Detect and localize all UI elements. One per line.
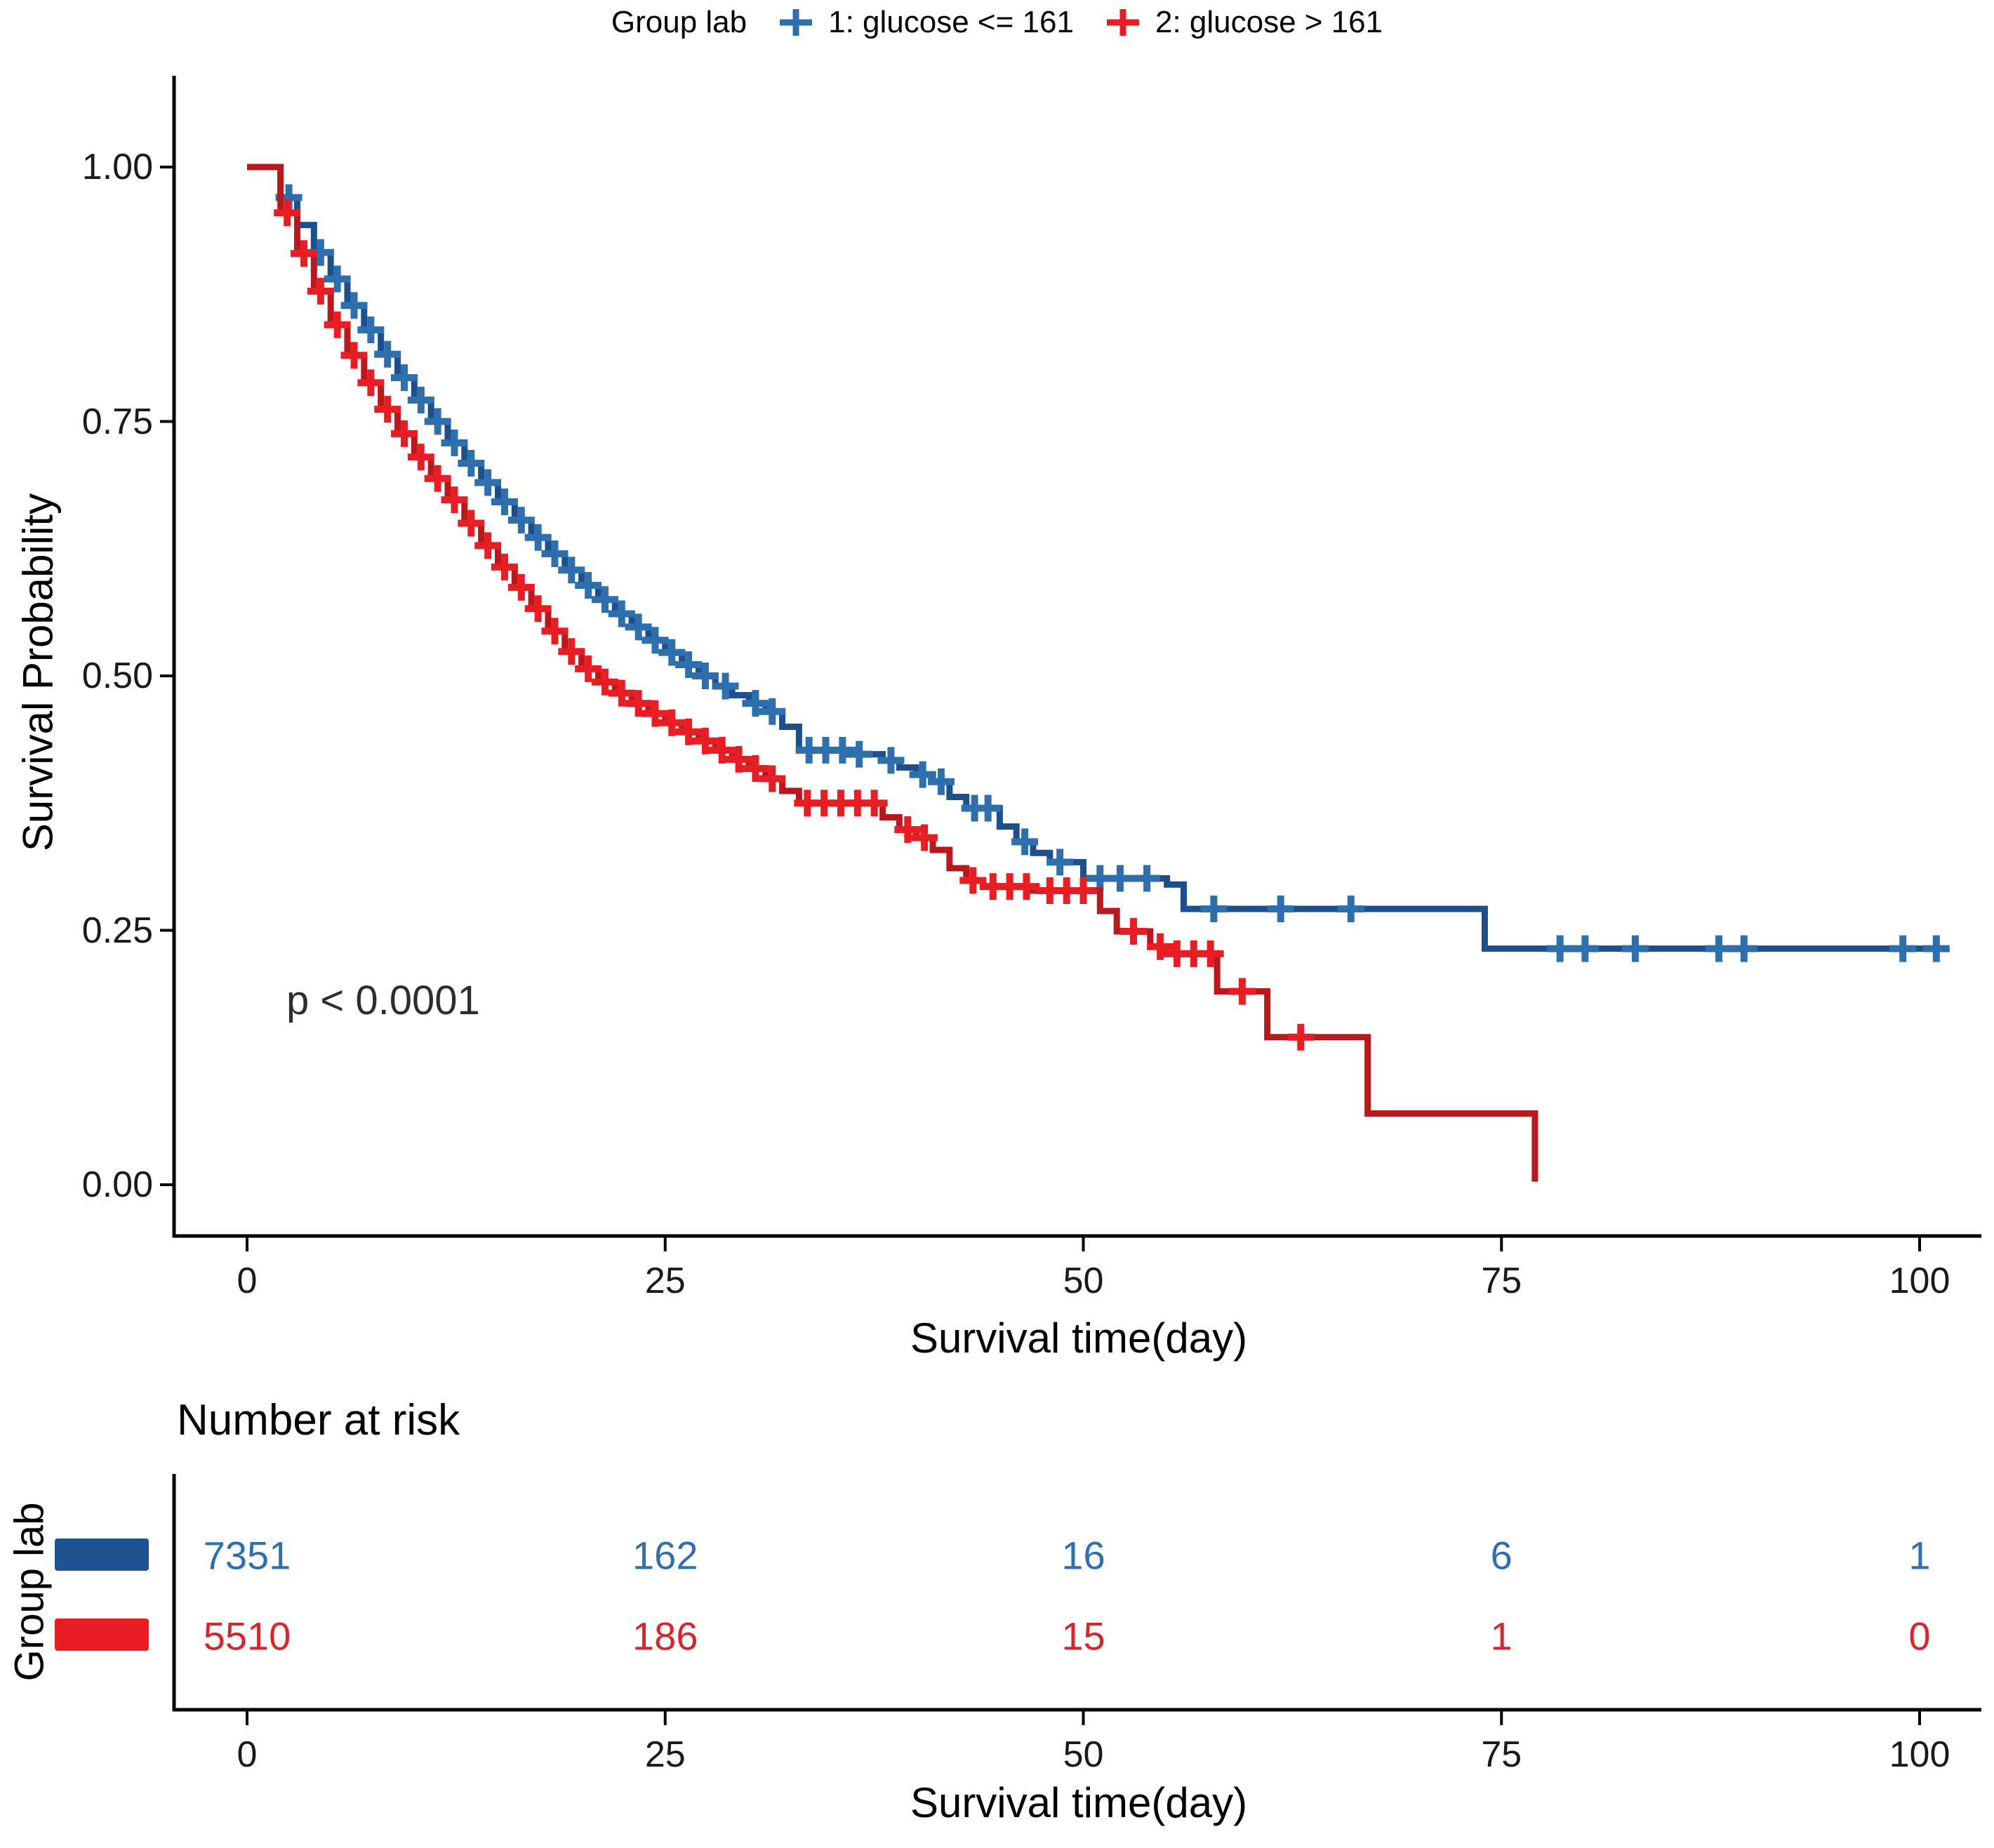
y-tick-label: 0.50: [81, 656, 153, 696]
y-tick-label: 0.25: [81, 910, 153, 951]
risk-count: 1: [1908, 1533, 1931, 1578]
legend-label-group1: 1: glucose <= 161: [828, 4, 1074, 39]
x-tick-label: 100: [1889, 1261, 1950, 1301]
risk-count: 15: [1061, 1614, 1105, 1658]
x-tick-label: 0: [237, 1261, 258, 1301]
x-tick-label: 50: [1063, 1734, 1104, 1775]
risk-count: 16: [1061, 1533, 1105, 1578]
x-tick-label: 75: [1481, 1261, 1522, 1301]
y-tick-label: 1.00: [81, 147, 153, 187]
risk-count: 5510: [203, 1614, 291, 1658]
risk-count: 6: [1490, 1533, 1513, 1578]
risk-count: 186: [632, 1614, 698, 1658]
y-axis-title: Survival Probability: [14, 493, 62, 852]
x-tick-label: 25: [644, 1261, 686, 1301]
risk-count: 162: [632, 1533, 698, 1578]
legend-item-group1: 1: glucose <= 161: [778, 4, 1074, 41]
plus-censor-icon: [780, 9, 813, 36]
risk-count: 7351: [203, 1533, 291, 1578]
x-axis-title: Survival time(day): [910, 1315, 1248, 1362]
legend-label-group2: 2: glucose > 161: [1155, 4, 1383, 39]
legend: Group lab 1: glucose <= 161 2: glucose >…: [0, 4, 1994, 41]
risk-table-title: Number at risk: [177, 1396, 460, 1444]
risk-x-axis-title: Survival time(day): [910, 1779, 1248, 1826]
x-tick-label: 25: [644, 1734, 686, 1775]
risk-count: 1: [1490, 1614, 1513, 1658]
x-tick-label: 50: [1063, 1261, 1104, 1301]
x-tick-label: 100: [1889, 1734, 1950, 1775]
plus-censor-icon: [1106, 9, 1139, 36]
y-tick-label: 0.00: [81, 1164, 153, 1205]
x-tick-label: 75: [1481, 1734, 1522, 1775]
risk-table-group-axis-label: Group lab: [6, 1502, 53, 1682]
legend-item-group2: 2: glucose > 161: [1105, 4, 1383, 41]
risk-count: 0: [1908, 1614, 1931, 1658]
risk-row-swatch-group2: [55, 1618, 149, 1651]
y-tick-label: 0.75: [81, 401, 153, 442]
x-tick-label: 0: [237, 1734, 258, 1775]
p-value-annotation: p < 0.0001: [286, 978, 480, 1023]
km-curve-group2: [247, 164, 1538, 1182]
legend-title: Group lab: [611, 4, 747, 39]
risk-row-swatch-group1: [55, 1538, 149, 1571]
